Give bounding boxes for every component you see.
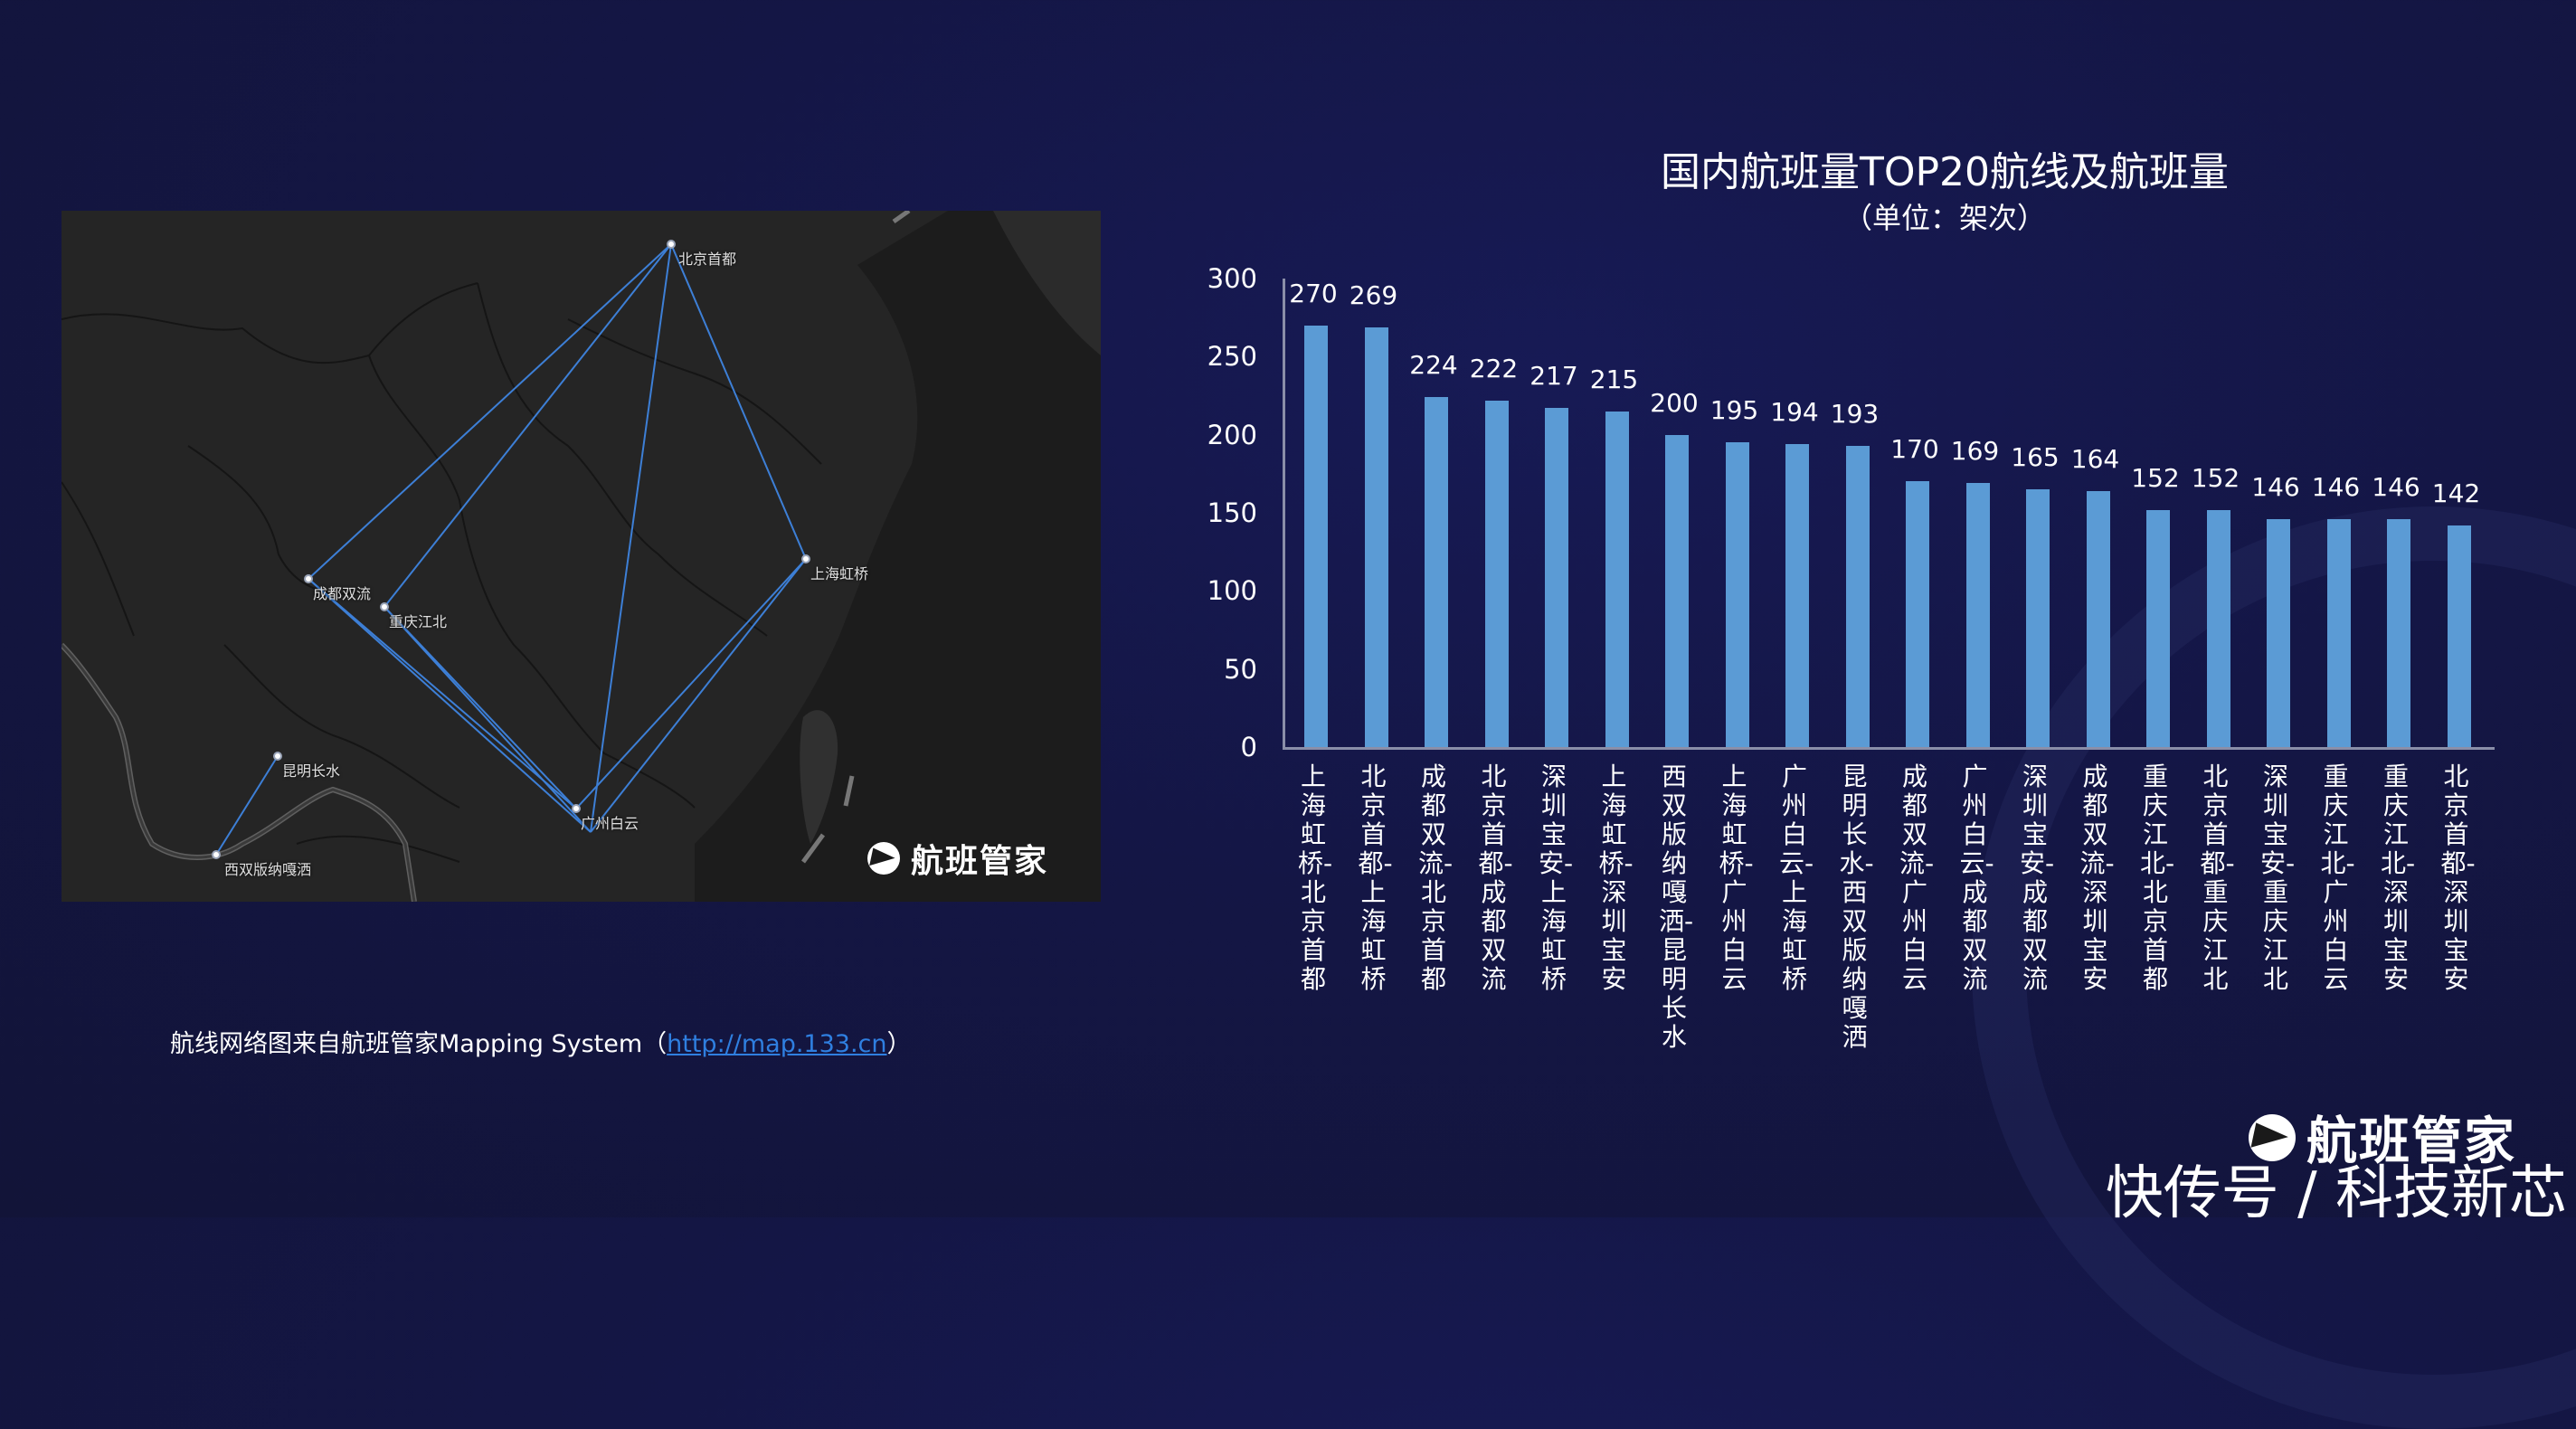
caption-link[interactable]: http://map.133.cn	[667, 1030, 887, 1058]
bar	[2267, 518, 2290, 747]
bar	[1364, 326, 1388, 747]
x-category-label: 上海虹桥-北京首都	[1298, 762, 1333, 994]
bar-value-label: 146	[2311, 471, 2361, 502]
city-label-chongqing: 重庆江北	[389, 613, 448, 630]
map-logo: 航班管家	[867, 835, 1048, 882]
brand-logo-text: 航班管家	[2306, 1112, 2516, 1171]
x-category-label: 上海虹桥-深圳宝安	[1598, 762, 1634, 994]
brand-logo: 航班管家	[2249, 1101, 2516, 1174]
city-label-guangzhou: 广州白云	[581, 815, 639, 832]
bar-value-label: 152	[2131, 462, 2180, 493]
bar-value-label: 193	[1830, 398, 1880, 429]
y-tick-label: 100	[1207, 575, 1257, 607]
caption-close: ）	[886, 1030, 912, 1058]
bar-value-label: 224	[1409, 350, 1458, 381]
y-tick-label: 150	[1207, 497, 1257, 528]
bar-value-label: 146	[2251, 471, 2300, 502]
globe-plane-icon	[867, 842, 900, 875]
bar	[1545, 408, 1568, 747]
bar	[2026, 489, 2050, 747]
bar-value-label: 152	[2191, 462, 2240, 493]
bar	[2146, 509, 2170, 747]
bar-value-label: 200	[1650, 387, 1699, 418]
x-category-label: 成都双流-深圳宝安	[2079, 762, 2115, 994]
city-label-beijing: 北京首都	[678, 251, 737, 268]
y-tick-label: 0	[1240, 732, 1257, 762]
city-label-chengdu: 成都双流	[313, 585, 372, 602]
route-network-map: 北京首都 上海虹桥 成都双流 重庆江北 广州白云 昆明长水 西双版纳嘎洒 航班管…	[62, 211, 1101, 902]
y-tick-label: 50	[1224, 653, 1257, 685]
bar	[1725, 442, 1749, 747]
bar-value-label: 169	[1950, 436, 2000, 467]
chart-subtitle: （单位：架次）	[1842, 201, 2046, 235]
y-tick-label: 200	[1207, 419, 1257, 450]
route-lines	[215, 243, 807, 856]
bar-value-label: 165	[2011, 442, 2060, 473]
plot-area	[1283, 279, 2495, 750]
y-tick-label: 300	[1207, 263, 1257, 294]
bar-value-label: 222	[1469, 353, 1519, 383]
bar	[2206, 509, 2230, 747]
bar	[1484, 400, 1509, 747]
caption-text: 航线网络图来自航班管家Mapping System（	[170, 1030, 668, 1058]
x-category-label: 重庆江北-深圳宝安	[2381, 762, 2416, 994]
bar-value-label: 269	[1349, 279, 1398, 310]
map-caption: 航线网络图来自航班管家Mapping System（http://map.133…	[170, 1024, 912, 1059]
bar	[1605, 411, 1629, 747]
chart-title: 国内航班量TOP20航线及航班量	[1660, 149, 2230, 195]
bar	[2447, 525, 2471, 747]
city-label-xishuangbanna: 西双版纳嘎洒	[224, 861, 312, 878]
bar	[1906, 481, 1929, 747]
globe-plane-icon	[2249, 1113, 2296, 1161]
x-category-label: 深圳宝安-重庆江北	[2260, 762, 2296, 994]
bar	[1304, 325, 1328, 747]
x-category-label: 昆明长水-西双版纳嘎洒	[1839, 762, 1874, 1052]
bar-value-label: 270	[1289, 278, 1338, 308]
x-category-label: 北京首都-深圳宝安	[2440, 762, 2476, 994]
bar-value-label: 164	[2070, 443, 2120, 474]
bar	[1425, 397, 1448, 747]
x-category-label: 广州白云-成都双流	[1959, 762, 1994, 994]
x-category-label: 重庆江北-北京首都	[2140, 762, 2175, 994]
bar	[2086, 490, 2110, 747]
bar	[1965, 483, 1990, 747]
bar-value-label: 215	[1589, 364, 1639, 394]
bar	[1845, 445, 1870, 747]
x-category-label: 广州白云-上海虹桥	[1779, 762, 1814, 994]
x-category-label: 重庆江北-广州白云	[2320, 762, 2355, 994]
x-category-label: 成都双流-广州白云	[1899, 762, 1935, 994]
bar-value-label: 194	[1770, 397, 1819, 428]
x-category-label: 深圳宝安-上海虹桥	[1539, 762, 1574, 994]
x-category-label: 北京首都-上海虹桥	[1358, 762, 1393, 994]
x-category-label: 深圳宝安-成都双流	[2020, 762, 2055, 994]
x-category-label: 成都双流-北京首都	[1418, 762, 1454, 994]
map-logo-text: 航班管家	[910, 843, 1048, 880]
x-category-label: 北京首都-重庆江北	[2200, 762, 2235, 994]
bar-value-label: 170	[1890, 434, 1939, 465]
bar-value-label: 142	[2431, 478, 2481, 508]
city-label-kunming: 昆明长水	[282, 762, 341, 780]
map-graphics	[62, 211, 1101, 902]
x-category-label: 北京首都-成都双流	[1478, 762, 1513, 994]
y-tick-label: 250	[1207, 341, 1257, 373]
x-category-label: 西双版纳嘎洒-昆明长水	[1659, 762, 1694, 1052]
bar-value-label: 217	[1530, 361, 1578, 392]
city-label-shanghai: 上海虹桥	[810, 565, 869, 582]
bar	[2326, 518, 2351, 747]
watermark: 快传号 / 科技新芯	[2105, 1160, 2567, 1227]
bar	[1665, 434, 1689, 747]
bar	[2387, 518, 2410, 747]
x-category-label: 上海虹桥-广州白云	[1719, 762, 1754, 994]
bar	[1785, 444, 1809, 747]
bar-value-label: 195	[1709, 395, 1759, 426]
bar-value-label: 146	[2372, 471, 2420, 502]
